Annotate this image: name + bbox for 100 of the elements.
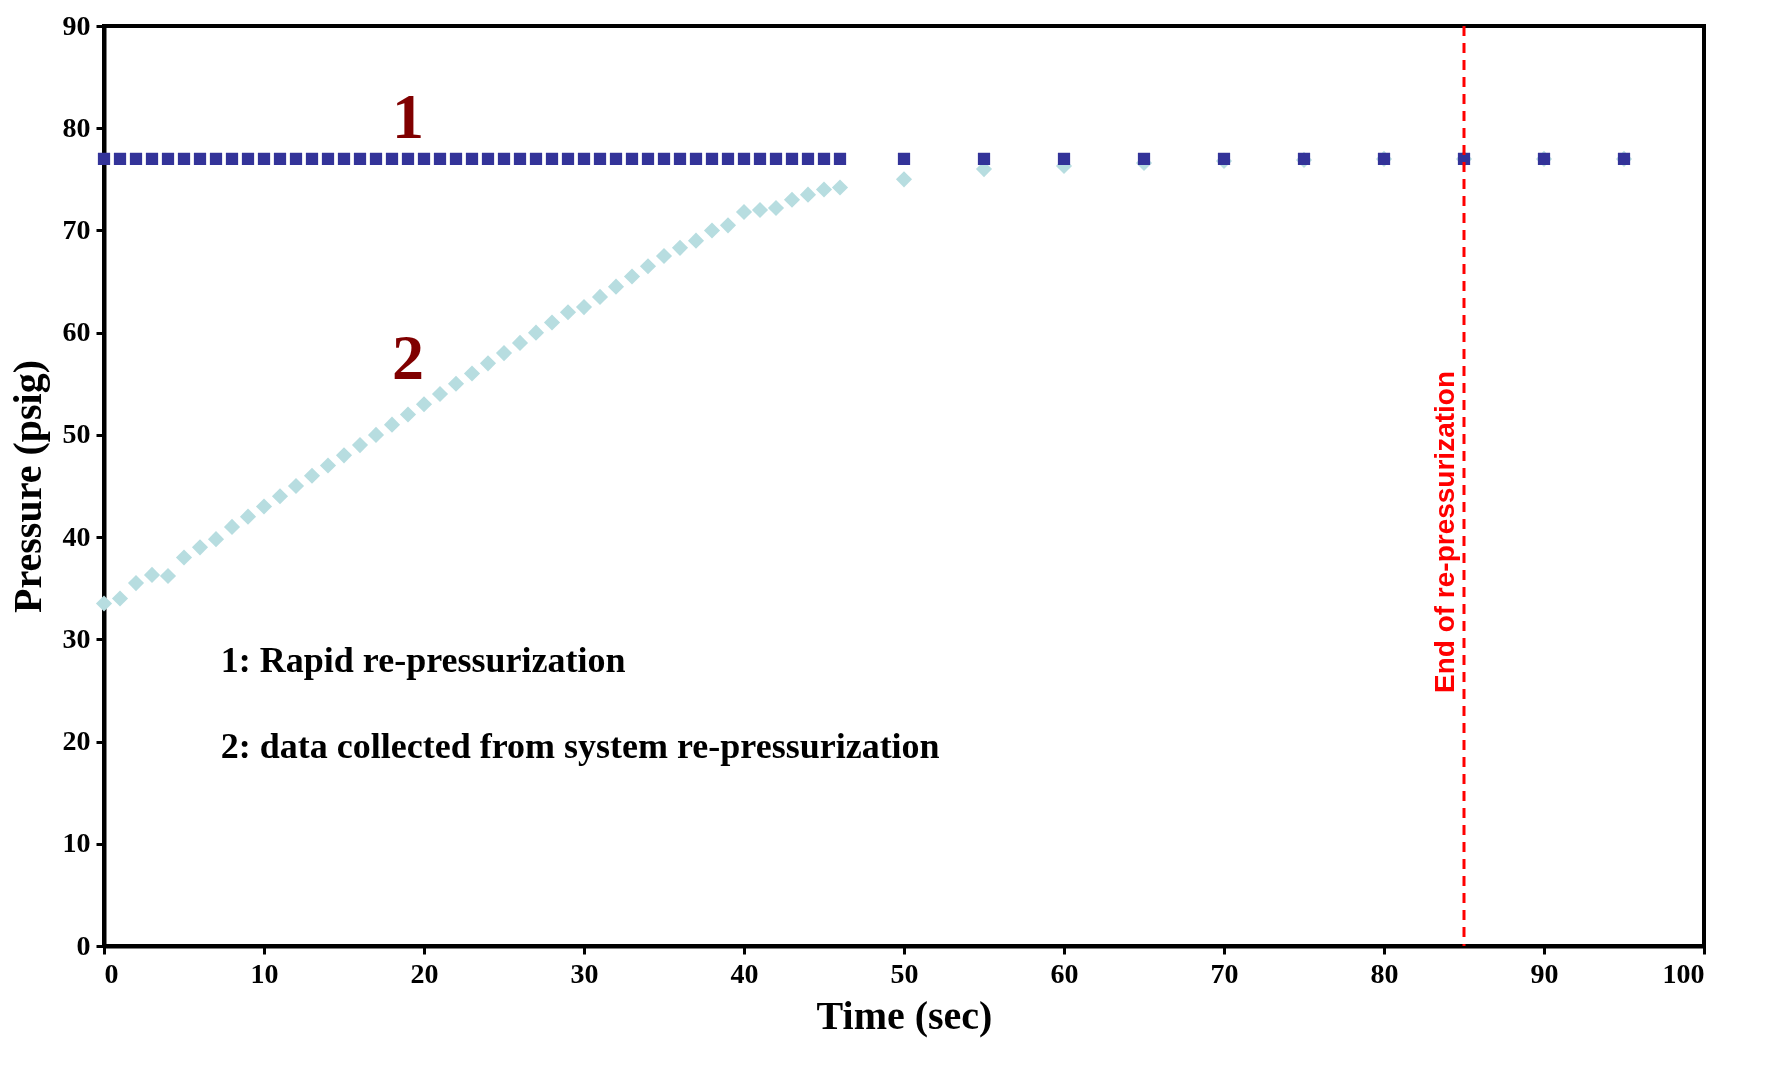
x-tick-label: 80 <box>1370 957 1399 989</box>
point <box>639 258 657 275</box>
series-label: 2 <box>392 322 424 394</box>
point <box>977 152 991 166</box>
point <box>529 152 543 166</box>
point <box>447 375 465 392</box>
point <box>705 152 719 166</box>
point <box>753 152 767 166</box>
point <box>257 152 271 166</box>
y-tick-label: 30 <box>62 622 91 654</box>
point <box>321 152 335 166</box>
point <box>735 203 753 221</box>
point <box>129 152 143 166</box>
point <box>97 152 111 166</box>
point <box>465 152 479 166</box>
point <box>431 385 449 403</box>
point <box>673 152 687 166</box>
point <box>351 437 369 454</box>
x-tick-label: 60 <box>1050 957 1079 989</box>
y-tick-label: 0 <box>76 929 91 961</box>
point <box>721 152 735 166</box>
point <box>513 152 527 166</box>
point <box>799 186 817 203</box>
point <box>175 549 193 566</box>
point <box>495 345 513 362</box>
x-axis-title: Time (sec) <box>816 992 993 1038</box>
x-tick-label: 90 <box>1530 957 1559 989</box>
point <box>369 152 383 166</box>
point <box>385 152 399 166</box>
x-tick-label: 30 <box>570 957 599 989</box>
point <box>751 201 769 219</box>
point <box>449 152 463 166</box>
point <box>303 467 321 484</box>
point <box>833 152 847 166</box>
y-tick-label: 80 <box>62 111 91 143</box>
series-label: 1 <box>392 80 424 152</box>
y-tick-label: 40 <box>62 520 91 552</box>
point <box>337 152 351 166</box>
y-tick-label: 50 <box>62 418 91 450</box>
point <box>577 152 591 166</box>
point <box>209 152 223 166</box>
y-tick-label: 70 <box>62 213 91 245</box>
point <box>143 566 161 583</box>
point <box>623 268 641 285</box>
point <box>161 152 175 166</box>
y-tick-label: 10 <box>62 827 91 859</box>
point <box>353 152 367 166</box>
point <box>255 498 273 515</box>
point <box>719 217 737 234</box>
point <box>159 567 177 585</box>
point <box>801 152 815 166</box>
point <box>1057 152 1071 166</box>
point <box>671 239 689 256</box>
point <box>415 396 433 413</box>
annotation: 2: data collected from system re-pressurization <box>220 725 940 766</box>
point <box>191 539 209 556</box>
point <box>783 191 801 208</box>
point <box>831 179 849 196</box>
x-tick-label: 10 <box>250 957 279 989</box>
point <box>481 152 495 166</box>
point <box>609 152 623 166</box>
point <box>687 232 705 249</box>
point <box>113 152 127 166</box>
point <box>367 426 385 443</box>
y-tick-label: 60 <box>62 316 91 348</box>
y-axis-title: Pressure (psig) <box>4 360 50 613</box>
point <box>769 152 783 166</box>
point <box>593 152 607 166</box>
point <box>737 152 751 166</box>
point <box>225 152 239 166</box>
point <box>1137 152 1151 166</box>
point <box>543 314 561 331</box>
point <box>897 152 911 166</box>
x-tick-label: 70 <box>1210 957 1239 989</box>
point <box>335 447 353 464</box>
point <box>95 595 113 612</box>
point <box>607 278 625 295</box>
point <box>239 508 257 525</box>
y-tick-label: 90 <box>62 9 91 41</box>
point <box>207 531 225 548</box>
point <box>591 288 609 305</box>
point <box>111 590 129 607</box>
point <box>223 518 241 535</box>
point <box>273 152 287 166</box>
annotation: 1: Rapid re-pressurization <box>220 639 626 680</box>
x-tick-label: 50 <box>890 957 919 989</box>
point <box>575 299 593 316</box>
point <box>305 152 319 166</box>
point <box>289 152 303 166</box>
point <box>767 199 785 217</box>
x-tick-label: 100 <box>1662 957 1705 989</box>
point <box>497 152 511 166</box>
point <box>625 152 639 166</box>
point <box>689 152 703 166</box>
point <box>319 457 337 474</box>
point <box>785 152 799 166</box>
point <box>145 152 159 166</box>
x-tick-label: 0 <box>104 957 119 989</box>
point <box>271 488 289 505</box>
point <box>511 334 529 351</box>
